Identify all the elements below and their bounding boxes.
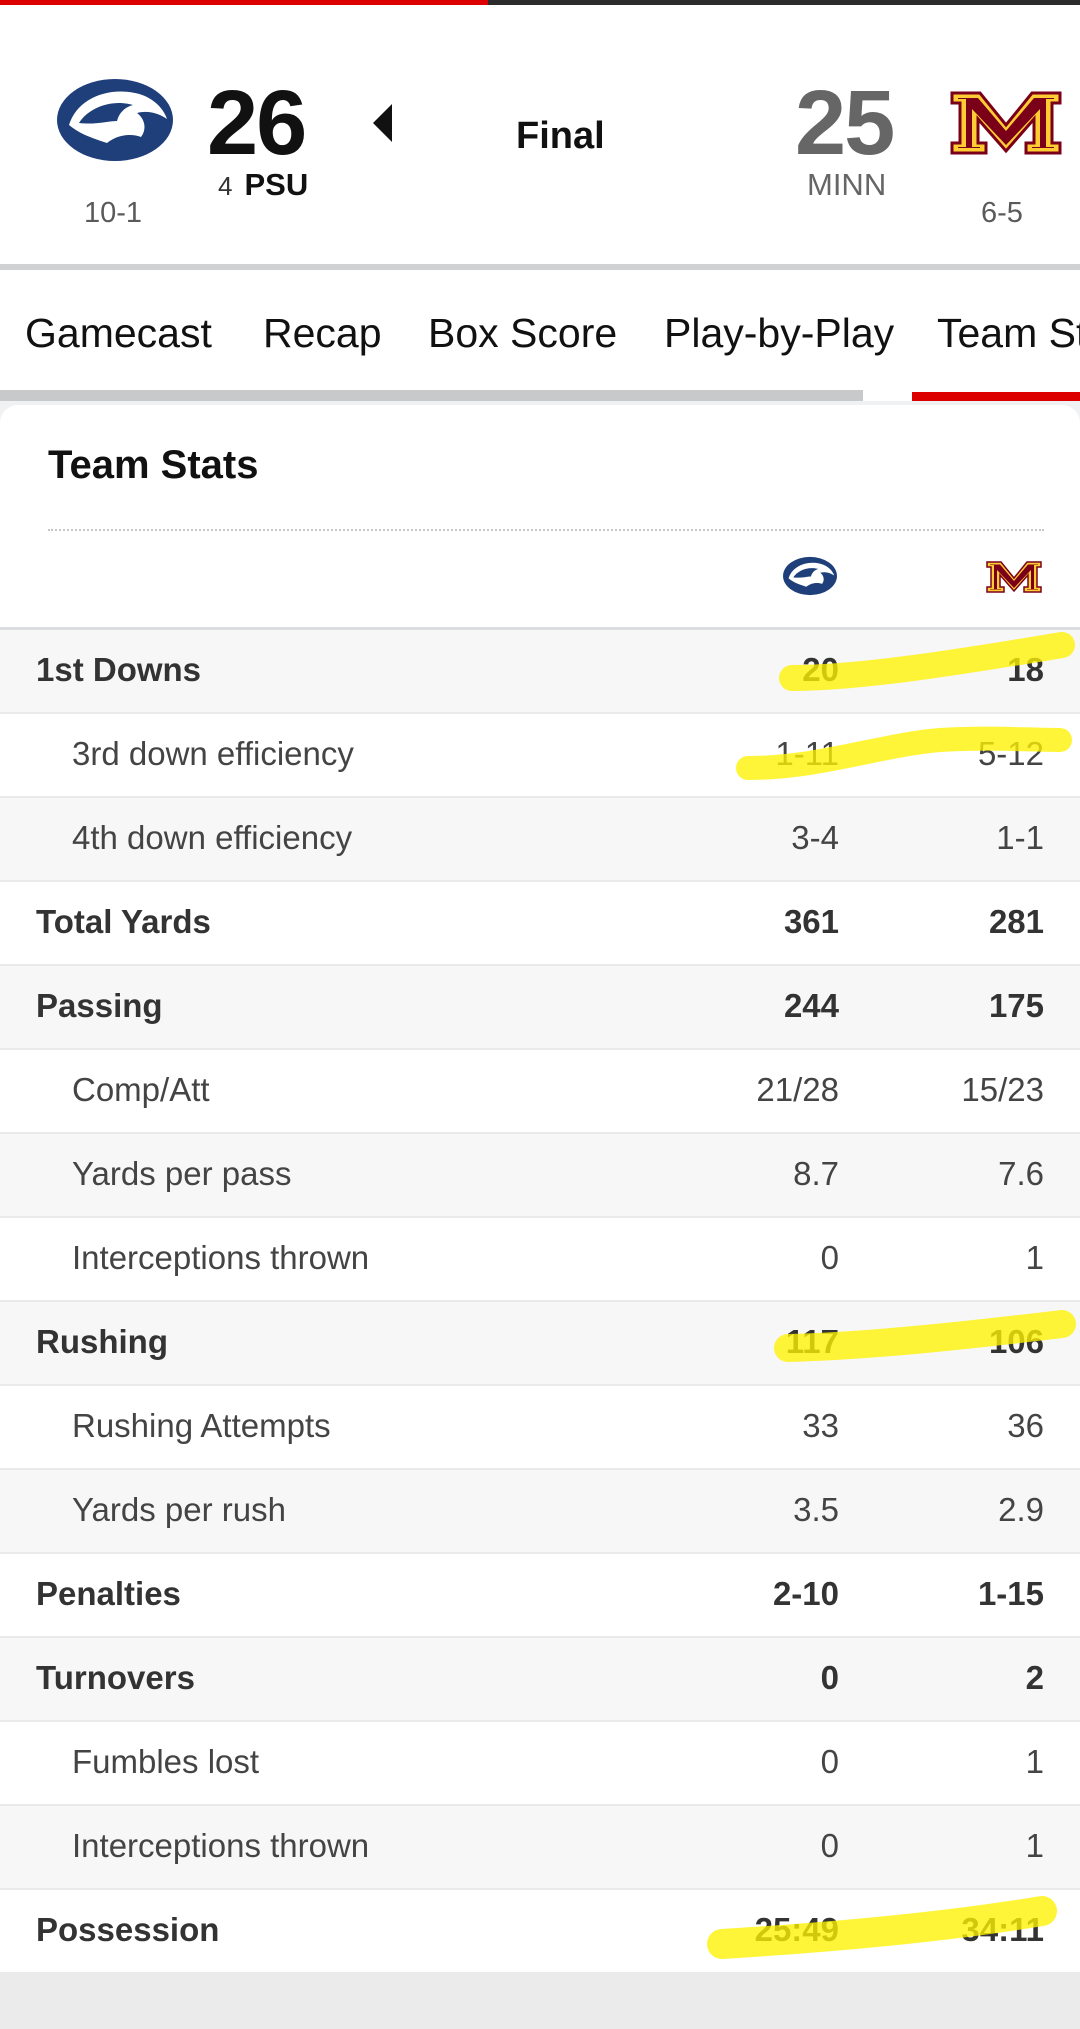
- stat-label: Penalties: [36, 1575, 181, 1612]
- minn-stat-value: 1-1: [996, 819, 1044, 856]
- stat-label: Yards per rush: [72, 1491, 286, 1528]
- tab-gamecast[interactable]: Gamecast: [25, 310, 212, 356]
- minn-stat-value: 2.9: [998, 1491, 1044, 1528]
- psu-stat-value: 8.7: [793, 1155, 839, 1192]
- stat-row: Total Yards 361 281: [0, 882, 1080, 966]
- stat-label: Turnovers: [36, 1659, 195, 1696]
- tab-active-indicator: [912, 392, 1080, 401]
- stat-label: Total Yards: [36, 903, 211, 940]
- psu-stat-value: 0: [820, 1239, 839, 1276]
- stat-row: Rushing Attempts 33 36: [0, 1386, 1080, 1470]
- minn-stat-value: 1: [1025, 1827, 1044, 1864]
- minn-stat-value: 1: [1025, 1743, 1044, 1780]
- game-status: Final: [516, 115, 605, 157]
- minn-stat-value: 18: [1007, 651, 1044, 688]
- stat-row: Turnovers 0 2: [0, 1638, 1080, 1722]
- psu-stat-value: 0: [820, 1743, 839, 1780]
- minn-stat-value: 281: [988, 903, 1044, 940]
- stat-row: 1st Downs 20 18: [0, 630, 1080, 714]
- tab-box-score[interactable]: Box Score: [428, 310, 618, 356]
- stat-label: Yards per pass: [72, 1155, 292, 1192]
- psu-stat-value: 2-10: [772, 1575, 839, 1612]
- minn-column-logo-icon: [986, 561, 1042, 593]
- card-title: Team Stats: [48, 443, 259, 487]
- psu-stat-value: 0: [820, 1827, 839, 1864]
- stat-row: Interceptions thrown 0 1: [0, 1806, 1080, 1890]
- psu-rank: 4: [218, 171, 233, 201]
- psu-abbr: PSU: [244, 167, 309, 202]
- tab-team-stats[interactable]: Team Stats: [937, 310, 1080, 356]
- psu-stat-value: 3.5: [793, 1491, 839, 1528]
- stat-row: Passing 244 175: [0, 966, 1080, 1050]
- winner-arrow-icon: [373, 104, 392, 142]
- tab-recap[interactable]: Recap: [263, 310, 382, 356]
- stat-label: Fumbles lost: [72, 1743, 260, 1780]
- psu-stat-value: 3-4: [791, 819, 839, 856]
- stat-label: 4th down efficiency: [72, 819, 353, 856]
- stat-label: 3rd down efficiency: [72, 735, 354, 772]
- minn-stat-value: 7.6: [998, 1155, 1044, 1192]
- minn-stat-value: 15/23: [961, 1071, 1044, 1108]
- psu-stat-value: 117: [785, 1323, 839, 1360]
- penn-state-logo-icon[interactable]: [55, 77, 175, 163]
- psu-stat-value: 1-11: [775, 735, 839, 772]
- header-divider: [0, 627, 1080, 630]
- stat-row: Comp/Att 21/28 15/23: [0, 1050, 1080, 1134]
- minn-score: 25: [795, 72, 895, 174]
- title-divider: [48, 529, 1044, 531]
- minn-stat-value: 106: [988, 1323, 1044, 1360]
- stats-table: 1st Downs 20 18 3rd down efficiency 1-11 5-12…: [0, 630, 1080, 1974]
- minn-stat-value: 2: [1025, 1659, 1044, 1696]
- stat-row: Yards per rush 3.5 2.9: [0, 1470, 1080, 1554]
- psu-stat-value: 0: [820, 1659, 839, 1696]
- psu-record: 10-1: [84, 197, 143, 229]
- stat-row: Interceptions thrown 0 1: [0, 1218, 1080, 1302]
- stat-row: Rushing 117 106: [0, 1302, 1080, 1386]
- minn-stat-value: 1: [1025, 1239, 1044, 1276]
- game-tabs: Gamecast Recap Box Score Play-by-Play Te…: [0, 270, 1080, 401]
- stat-label: Passing: [36, 987, 163, 1024]
- top-progress-strip: [0, 0, 1080, 5]
- minnesota-logo-icon[interactable]: [950, 87, 1062, 159]
- psu-stat-value: 25:49: [754, 1911, 839, 1948]
- psu-column-logo-icon: [783, 556, 837, 596]
- stat-label: 1st Downs: [36, 651, 202, 688]
- scoreboard-divider: [0, 264, 1080, 270]
- psu-stat-value: 361: [783, 903, 839, 940]
- psu-score: 26: [207, 72, 307, 174]
- psu-stat-value: 20: [802, 651, 839, 688]
- page-bottom: [0, 1973, 1080, 2029]
- minn-stat-value: 34:11: [961, 1911, 1044, 1948]
- psu-team-label[interactable]: 4 PSU: [218, 167, 308, 203]
- tab-play-by-play[interactable]: Play-by-Play: [664, 310, 895, 356]
- stat-label: Possession: [36, 1911, 220, 1948]
- minn-stat-value: 5-12: [977, 735, 1044, 772]
- minn-abbr[interactable]: MINN: [807, 167, 887, 202]
- stat-row: Possession 25:49 34:11: [0, 1890, 1080, 1974]
- minn-stat-value: 36: [1007, 1407, 1044, 1444]
- stat-label: Comp/Att: [72, 1071, 210, 1108]
- stat-row: 4th down efficiency 3-4 1-1: [0, 798, 1080, 882]
- stat-row: Yards per pass 8.7 7.6: [0, 1134, 1080, 1218]
- stat-label: Rushing: [36, 1323, 168, 1360]
- minn-stat-value: 175: [988, 987, 1044, 1024]
- psu-stat-value: 21/28: [756, 1071, 839, 1108]
- team-stats-card: Team Stats 1st Downs 20 18 3rd down efficie…: [0, 405, 1080, 1974]
- stat-label: Interceptions thrown: [72, 1827, 370, 1864]
- stat-label: Rushing Attempts: [72, 1407, 331, 1444]
- minn-stat-value: 1-15: [977, 1575, 1044, 1612]
- top-progress-red: [0, 0, 488, 5]
- stat-row: Fumbles lost 0 1: [0, 1722, 1080, 1806]
- minn-record: 6-5: [981, 197, 1023, 229]
- stat-row: 3rd down efficiency 1-11 5-12: [0, 714, 1080, 798]
- stat-row: Penalties 2-10 1-15: [0, 1554, 1080, 1638]
- tabs-scroll-track[interactable]: [0, 390, 863, 401]
- stat-label: Interceptions thrown: [72, 1239, 370, 1276]
- psu-stat-value: 244: [783, 987, 839, 1024]
- psu-stat-value: 33: [802, 1407, 839, 1444]
- scoreboard: 10-1 26 4 PSU Final 25 MINN 6-5: [0, 5, 1080, 267]
